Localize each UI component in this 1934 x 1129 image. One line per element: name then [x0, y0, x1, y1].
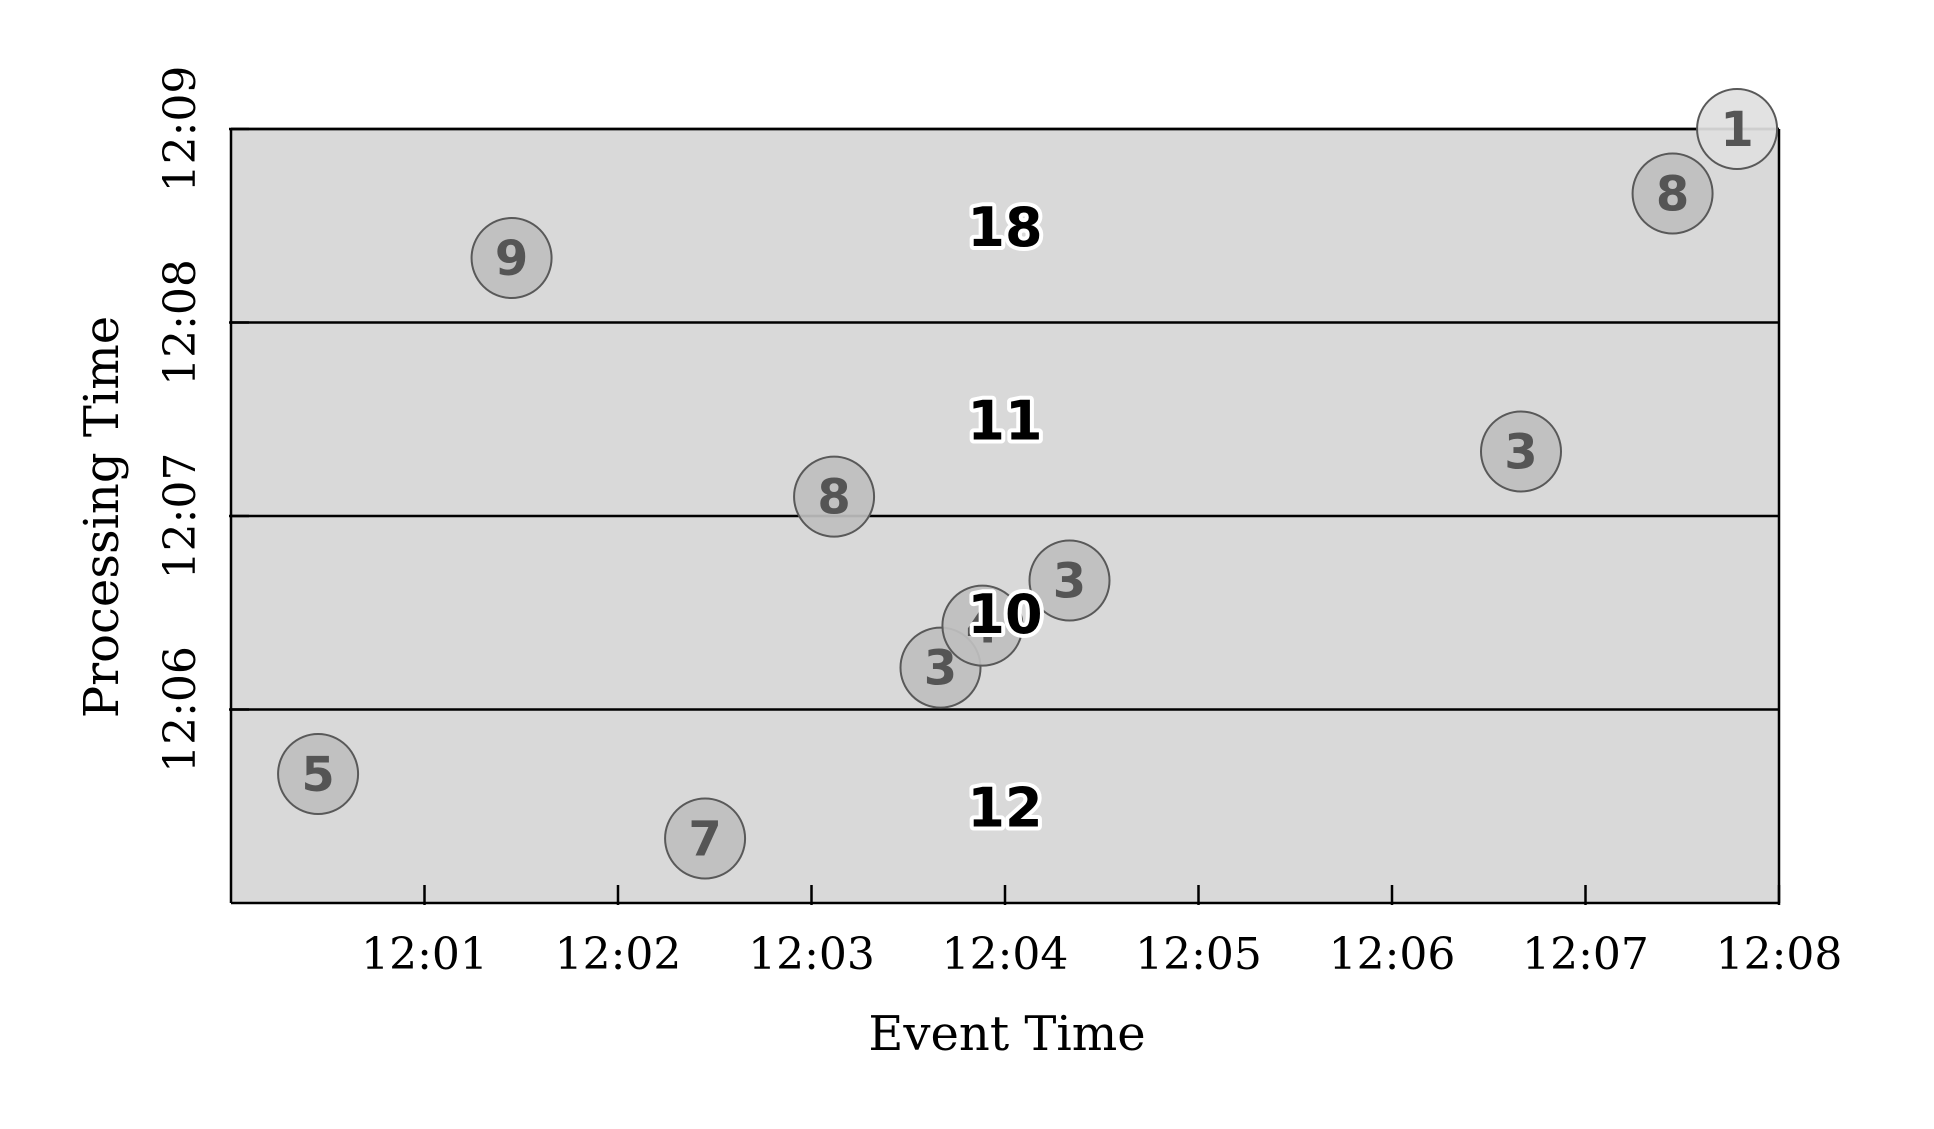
x-tick-label: 12:02: [555, 929, 682, 980]
pane-result-label: 18: [967, 196, 1042, 259]
data-point-marker: [277, 733, 360, 815]
pane-result-label: 10: [967, 583, 1042, 646]
data-point-marker: [664, 797, 747, 880]
y-tick-label: 12:07: [155, 453, 206, 580]
x-tick-label: 12:07: [1522, 929, 1649, 980]
y-tick-label: 12:06: [155, 646, 206, 773]
data-point-label: 8: [1656, 167, 1689, 223]
data-point-marker: [1480, 410, 1562, 493]
data-point: 5: [277, 733, 360, 815]
x-tick-label: 12:05: [1135, 929, 1262, 980]
data-point-label: 1: [1720, 102, 1753, 158]
data-point-label: 3: [1504, 425, 1537, 481]
data-point-marker: [793, 455, 876, 538]
data-point: 7: [664, 797, 747, 880]
y-tick-label: 12:08: [155, 259, 206, 386]
x-tick-label: 12:01: [361, 929, 488, 980]
data-point: 9: [470, 217, 553, 299]
x-tick-label: 12:06: [1329, 929, 1456, 980]
data-point-marker: [1028, 539, 1111, 622]
pane-result-label: 11: [967, 389, 1042, 452]
x-tick-label: 12:03: [748, 929, 875, 980]
y-axis-title: Processing Time: [74, 316, 130, 718]
data-point-label: 9: [495, 231, 528, 287]
y-tick-label: 12:09: [155, 66, 206, 193]
data-point-label: 5: [301, 747, 334, 803]
x-axis-title: Event Time: [868, 1006, 1145, 1062]
data-point-label: 4: [966, 599, 999, 655]
data-point: 8: [1631, 152, 1714, 235]
data-point: 4: [941, 584, 1024, 667]
data-point-label: 3: [1053, 554, 1086, 610]
data-point: 1: [1696, 88, 1779, 170]
data-point-label: 7: [688, 812, 721, 868]
pane-result-label: 12: [967, 776, 1042, 839]
data-point-label: 8: [817, 470, 850, 526]
data-point: 8: [793, 455, 876, 538]
data-point-marker: [941, 584, 1024, 667]
data-point: 3: [1028, 539, 1111, 622]
data-point: 3: [1480, 410, 1562, 493]
data-point-marker: [1631, 152, 1714, 235]
data-point-marker: [1696, 88, 1779, 170]
x-tick-label: 12:08: [1716, 929, 1843, 980]
data-point-marker: [470, 217, 553, 299]
x-tick-label: 12:04: [942, 929, 1069, 980]
